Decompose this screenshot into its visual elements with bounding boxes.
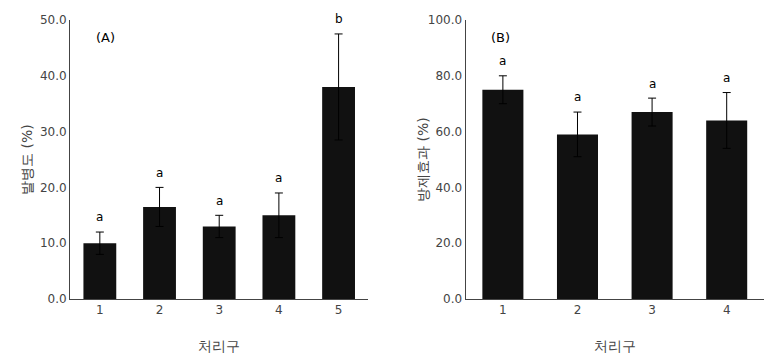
svg-text:a: a xyxy=(649,77,656,91)
svg-text:3: 3 xyxy=(648,303,656,317)
svg-text:a: a xyxy=(156,166,163,180)
svg-text:a: a xyxy=(96,210,103,224)
svg-text:방제효과 (%): 방제효과 (%) xyxy=(415,117,431,202)
svg-text:40.0: 40.0 xyxy=(40,69,67,83)
svg-text:50.0: 50.0 xyxy=(40,13,67,27)
svg-text:100.0: 100.0 xyxy=(428,13,462,27)
svg-text:2: 2 xyxy=(574,303,582,317)
svg-text:20.0: 20.0 xyxy=(40,181,67,195)
svg-text:발병도 (%): 발병도 (%) xyxy=(19,124,35,195)
svg-text:a: a xyxy=(723,71,730,85)
svg-text:(A): (A) xyxy=(96,30,115,45)
svg-text:4: 4 xyxy=(723,303,731,317)
svg-text:1: 1 xyxy=(96,303,104,317)
svg-text:4: 4 xyxy=(275,303,283,317)
svg-text:3: 3 xyxy=(215,303,223,317)
svg-text:10.0: 10.0 xyxy=(40,236,67,250)
svg-text:a: a xyxy=(574,90,581,104)
svg-text:80.0: 80.0 xyxy=(435,69,462,83)
svg-text:5: 5 xyxy=(335,303,343,317)
svg-text:a: a xyxy=(216,194,223,208)
svg-text:40.0: 40.0 xyxy=(435,181,462,195)
svg-text:a: a xyxy=(499,54,506,68)
svg-text:b: b xyxy=(335,12,343,26)
svg-text:1: 1 xyxy=(499,303,507,317)
svg-text:20.0: 20.0 xyxy=(435,236,462,250)
svg-text:0.0: 0.0 xyxy=(443,292,462,306)
svg-text:30.0: 30.0 xyxy=(40,125,67,139)
svg-text:2: 2 xyxy=(156,303,164,317)
svg-text:(B): (B) xyxy=(491,30,510,45)
svg-text:a: a xyxy=(275,171,282,185)
svg-text:0.0: 0.0 xyxy=(48,292,67,306)
svg-text:처리구: 처리구 xyxy=(594,338,636,354)
svg-text:처리구: 처리구 xyxy=(198,338,240,354)
svg-text:60.0: 60.0 xyxy=(435,125,462,139)
